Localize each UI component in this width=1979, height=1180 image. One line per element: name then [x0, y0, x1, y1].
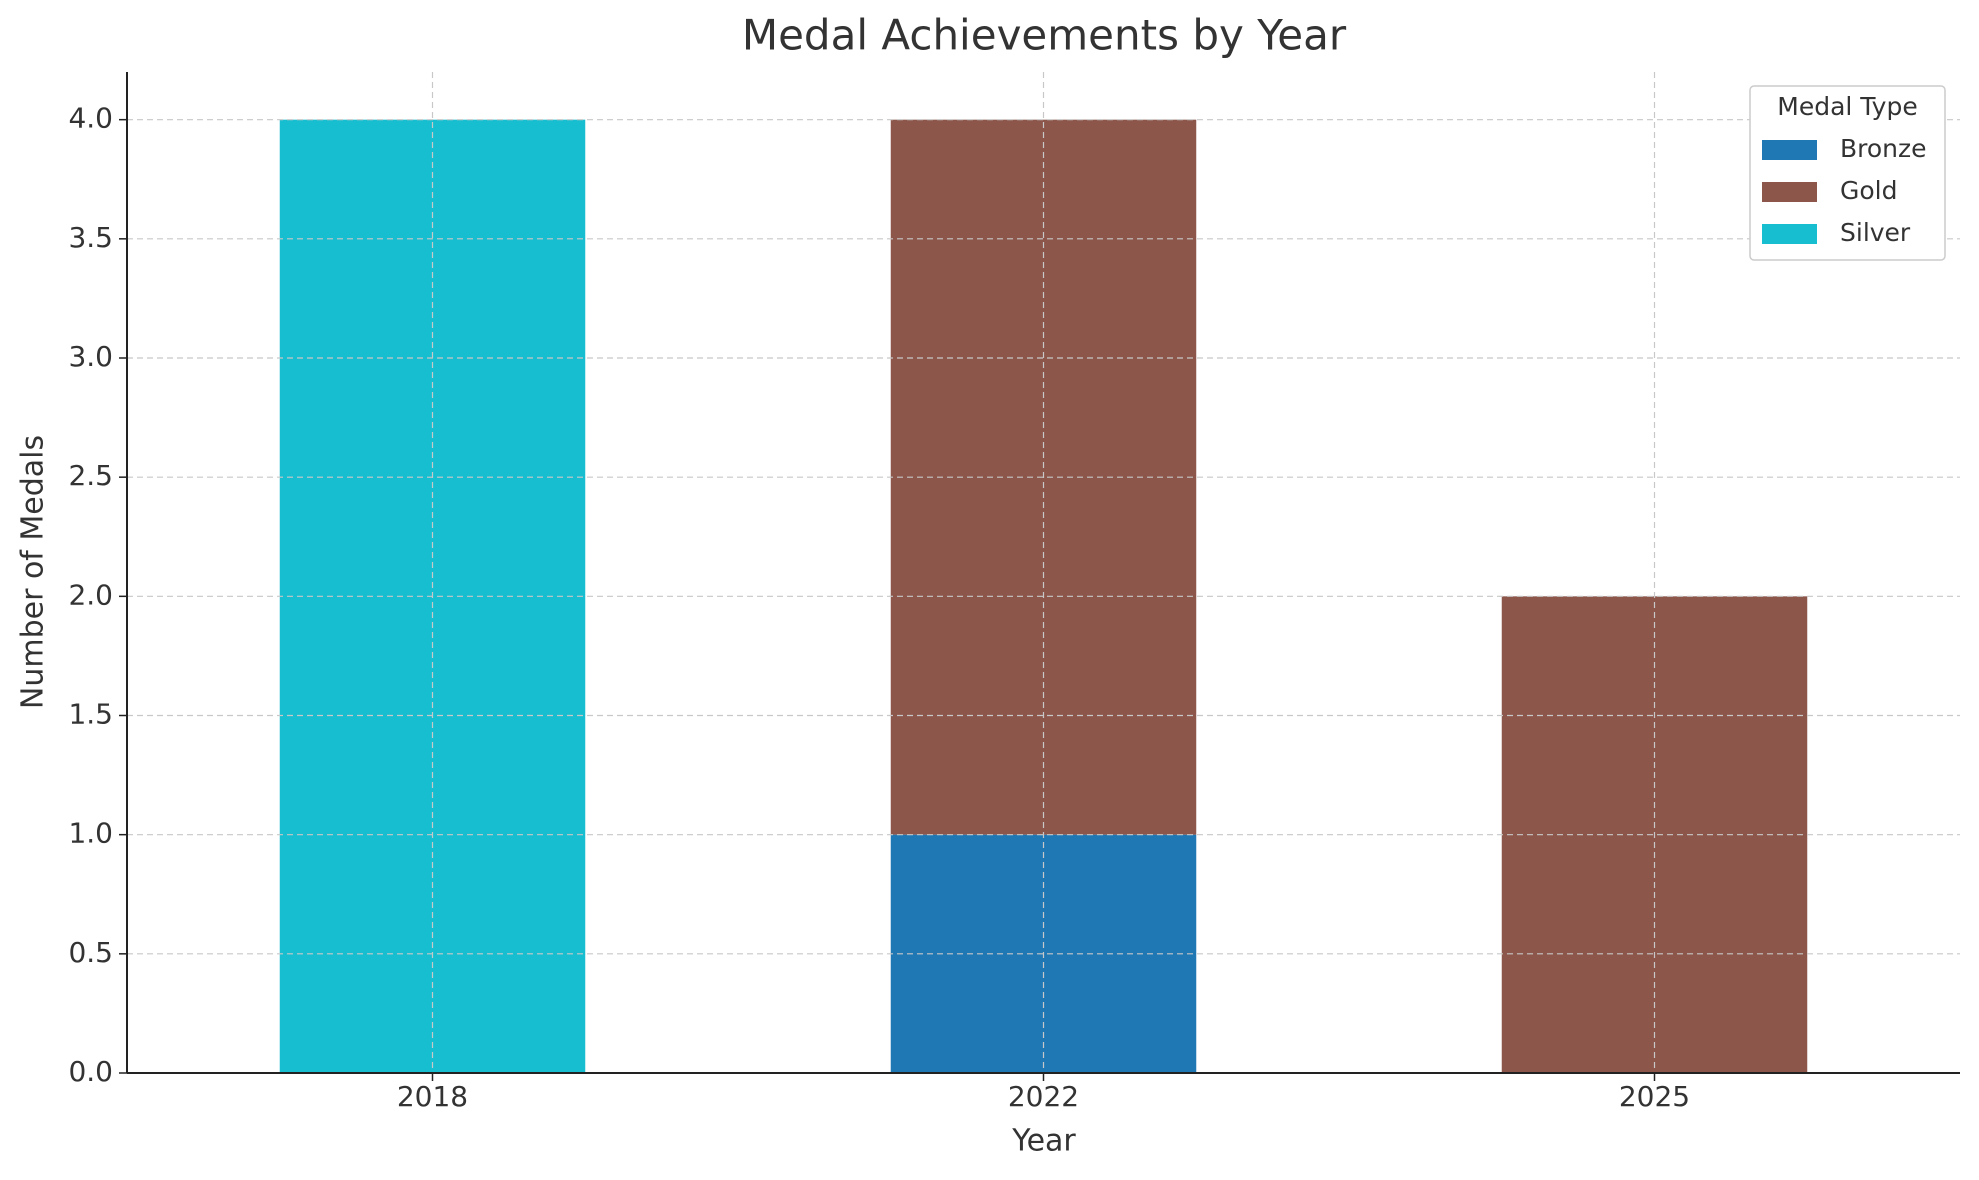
legend-swatch — [1762, 224, 1817, 244]
y-tick-label: 0.0 — [68, 1055, 113, 1088]
chart-title: Medal Achievements by Year — [742, 11, 1347, 60]
y-tick-label: 1.5 — [68, 698, 113, 731]
legend-swatch — [1762, 140, 1817, 160]
y-tick-label: 4.0 — [68, 102, 113, 135]
y-tick-label: 1.0 — [68, 817, 113, 850]
legend-label: Gold — [1840, 176, 1897, 205]
y-axis-label: Number of Medals — [16, 435, 51, 709]
y-tick-label: 2.5 — [68, 459, 113, 492]
legend-label: Silver — [1840, 218, 1911, 247]
x-tick-label: 2018 — [397, 1080, 468, 1113]
legend: Medal Type Bronze Gold Silver — [1749, 85, 1946, 261]
x-tick-label: 2025 — [1619, 1080, 1690, 1113]
x-tick-label: 2022 — [1008, 1080, 1079, 1113]
legend-title: Medal Type — [1777, 92, 1917, 121]
legend-label: Bronze — [1840, 134, 1927, 163]
y-tick-label: 0.5 — [68, 936, 113, 969]
y-tick-label: 3.0 — [68, 340, 113, 373]
y-tick-label: 2.0 — [68, 578, 113, 611]
x-axis-label: Year — [1011, 1124, 1076, 1159]
legend-box — [1749, 85, 1946, 261]
legend-swatch — [1762, 182, 1817, 202]
y-tick-label: 3.5 — [68, 221, 113, 254]
